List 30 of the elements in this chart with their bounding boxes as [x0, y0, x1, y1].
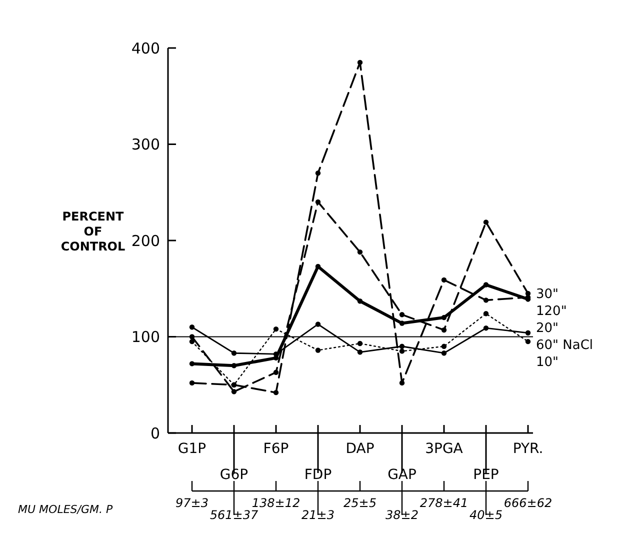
y-tick-label: 300: [131, 136, 160, 154]
x-tick-label: F6P: [263, 441, 289, 457]
x-tick-label: PYR.: [512, 441, 544, 457]
x-tick-label: DAP: [346, 441, 374, 457]
series-label: 120": [536, 304, 567, 319]
y-tick-label: 400: [131, 39, 160, 58]
x-tick-label: G1P: [178, 441, 206, 457]
annotation: 666±62: [504, 496, 552, 510]
annotation: 40±5: [470, 508, 502, 522]
y-tick-label: 100: [131, 328, 160, 346]
annotation: 138±12: [252, 496, 300, 510]
series-label: 20": [536, 320, 559, 336]
annotation: 25±5: [344, 496, 376, 510]
text: MU MOLES/GM. P: [18, 503, 113, 516]
annotation: 21±3: [302, 508, 334, 522]
x-tick-label: 3PGA: [425, 441, 464, 457]
annotation: 561±37: [210, 508, 258, 522]
x-tick-label: FDP: [304, 467, 332, 483]
series-label: 60" NaCl: [536, 338, 594, 353]
y-tick-label: 200: [131, 232, 160, 250]
x-tick-label: PEP: [473, 467, 499, 483]
series-label: 30": [536, 286, 559, 302]
annotation: 278±41: [420, 496, 468, 510]
annotation: 97±3: [176, 496, 208, 510]
series-label: 10": [536, 354, 559, 370]
annotation: 38±2: [386, 508, 418, 522]
y-tick-label: 0: [150, 424, 160, 442]
x-tick-label: G6P: [220, 467, 248, 483]
y-axis-title: PERCENT OF CONTROL: [60, 210, 126, 254]
x-tick-label: GAP: [388, 467, 416, 483]
